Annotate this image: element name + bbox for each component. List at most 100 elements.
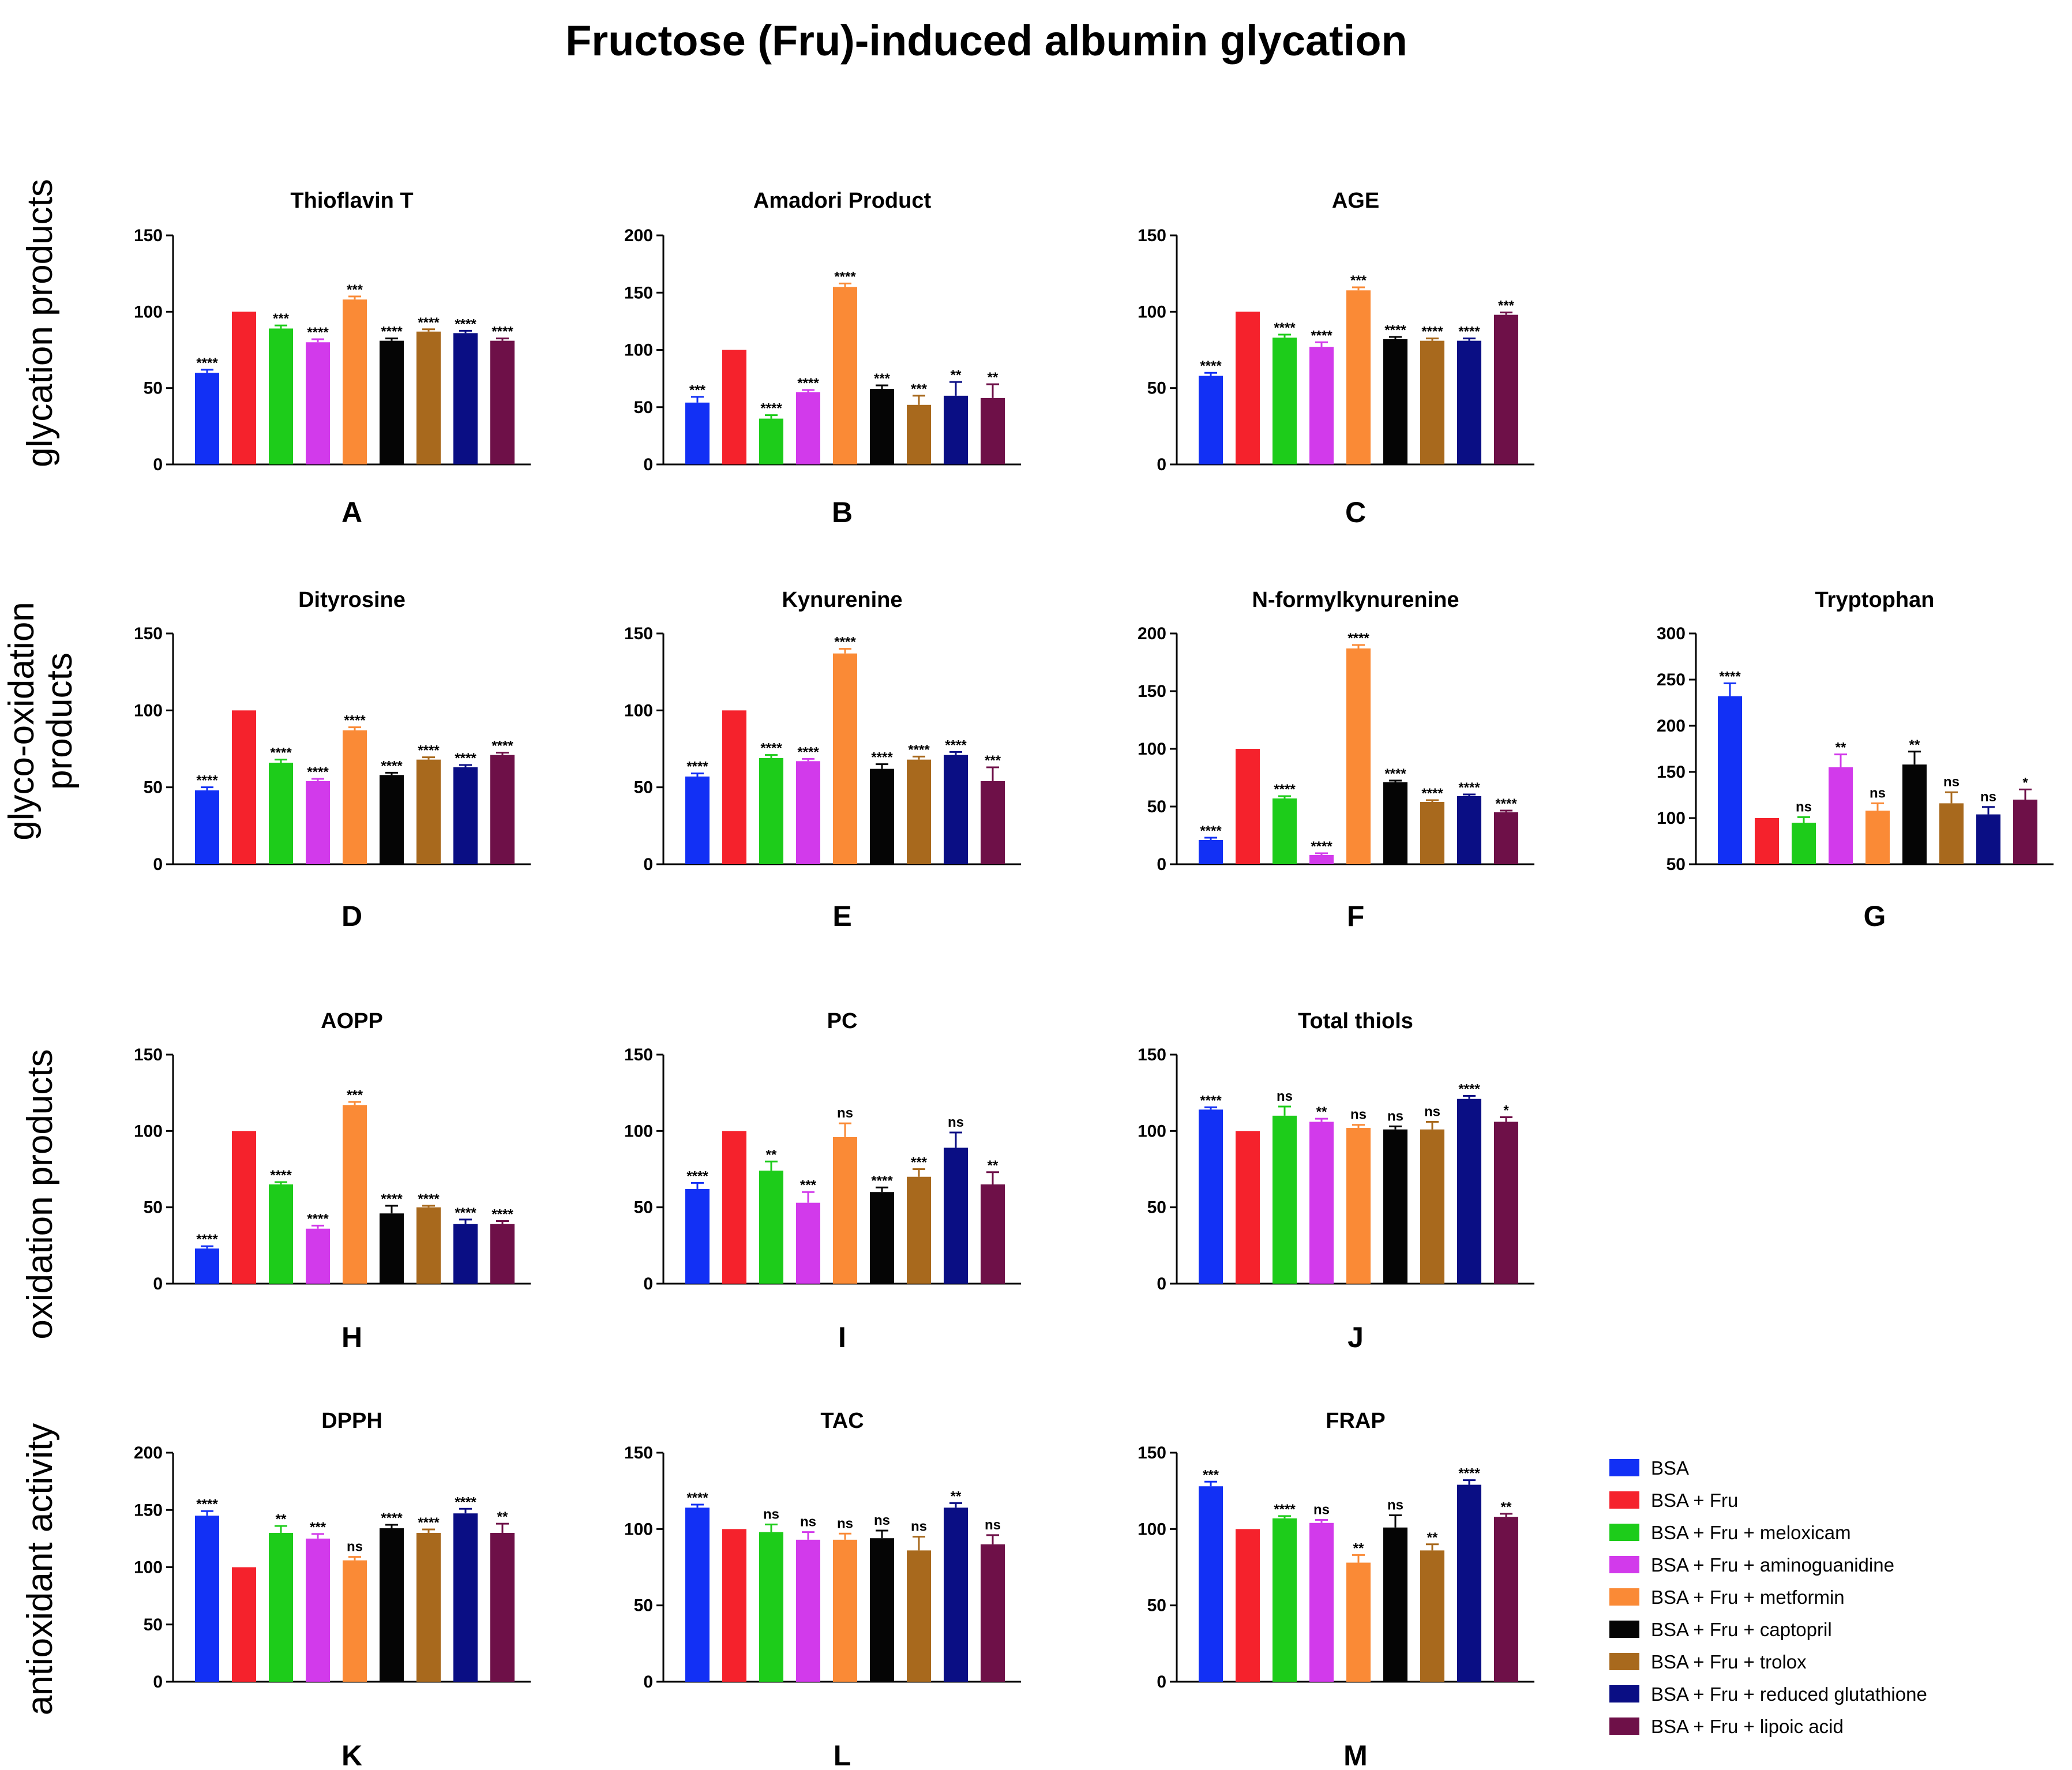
legend-swatch xyxy=(1609,1717,1639,1735)
significance-label: **** xyxy=(196,1497,218,1512)
y-tick-label: 0 xyxy=(1157,855,1166,874)
y-tick-label: 150 xyxy=(624,283,653,302)
bar xyxy=(944,1507,968,1682)
bar xyxy=(1902,764,1927,864)
significance-label: ns xyxy=(874,1513,890,1528)
bar xyxy=(796,392,820,464)
y-tick-label: 0 xyxy=(153,455,163,474)
y-tick-label: 50 xyxy=(1147,797,1166,816)
legend-item: BSA + Fru + captopril xyxy=(1609,1619,1832,1640)
bar xyxy=(1199,1109,1223,1284)
significance-label: ns xyxy=(985,1517,1001,1533)
bar xyxy=(870,1538,894,1682)
legend-swatch xyxy=(1609,1685,1639,1702)
y-tick-label: 150 xyxy=(1138,1443,1166,1462)
significance-label: *** xyxy=(1203,1467,1219,1483)
panel-letter: A xyxy=(341,496,362,528)
significance-label: **** xyxy=(196,773,218,789)
bar xyxy=(1346,1562,1371,1682)
bar xyxy=(1346,1128,1371,1284)
legend-swatch xyxy=(1609,1556,1639,1573)
significance-label: **** xyxy=(1384,766,1406,782)
y-tick-label: 150 xyxy=(624,624,653,643)
bar xyxy=(269,1532,293,1682)
significance-label: ** xyxy=(988,370,999,385)
bar xyxy=(343,1560,367,1682)
bar xyxy=(759,418,783,464)
bar xyxy=(306,1228,330,1284)
chart-F: N-formylkynurenine 0 50 100 150 200 **** **** **… xyxy=(1138,588,1534,932)
bar xyxy=(380,340,404,464)
y-tick-label: 200 xyxy=(1657,717,1686,736)
bar xyxy=(1236,312,1260,464)
panel-letter: M xyxy=(1343,1739,1368,1770)
bar xyxy=(1383,1129,1407,1284)
panel-letter: B xyxy=(832,496,853,528)
y-tick-label: 50 xyxy=(144,1198,163,1217)
significance-label: ns xyxy=(1387,1108,1403,1124)
bar xyxy=(944,395,968,464)
significance-label: *** xyxy=(273,311,290,327)
y-tick-label: 100 xyxy=(1138,302,1166,321)
bar xyxy=(685,777,710,864)
y-tick-label: 100 xyxy=(1657,809,1686,828)
significance-label: ** xyxy=(1501,1499,1512,1515)
legend-label: BSA + Fru + captopril xyxy=(1651,1619,1832,1640)
bar xyxy=(1199,840,1223,864)
bar xyxy=(232,1567,256,1682)
legend-item: BSA + Fru + lipoic acid xyxy=(1609,1716,1844,1737)
chart-title: Amadori Product xyxy=(753,189,932,213)
y-tick-label: 100 xyxy=(134,701,163,720)
significance-label: * xyxy=(2022,775,2028,790)
bar xyxy=(1457,340,1481,464)
bar xyxy=(1792,823,1816,864)
y-tick-label: 0 xyxy=(643,455,653,474)
significance-label: **** xyxy=(686,1168,708,1184)
bar xyxy=(1718,696,1742,864)
y-tick-label: 0 xyxy=(1157,1672,1166,1692)
y-tick-label: 200 xyxy=(134,1443,163,1462)
row-label-line: oxidation products xyxy=(20,1049,60,1339)
bar xyxy=(306,342,330,464)
y-tick-label: 0 xyxy=(643,855,653,874)
significance-label: ** xyxy=(766,1147,777,1162)
legend-label: BSA + Fru + reduced glutathione xyxy=(1651,1683,1927,1705)
chart-title: Total thiols xyxy=(1298,1009,1413,1033)
bar xyxy=(1457,796,1481,864)
bar xyxy=(380,1213,404,1284)
row-label: glycation products xyxy=(20,179,60,467)
legend-swatch xyxy=(1609,1653,1639,1670)
bar xyxy=(796,761,820,864)
significance-label: ** xyxy=(1909,737,1920,753)
bar xyxy=(232,1131,256,1284)
significance-label: *** xyxy=(1350,273,1367,288)
y-tick-label: 0 xyxy=(1157,455,1166,474)
significance-label: **** xyxy=(491,1206,513,1222)
y-tick-label: 150 xyxy=(1138,1045,1166,1064)
bar xyxy=(1199,376,1223,464)
bar xyxy=(907,1176,931,1284)
bar xyxy=(195,1516,219,1682)
significance-label: ns xyxy=(837,1516,853,1531)
bar xyxy=(833,1137,857,1284)
bar xyxy=(1420,1550,1444,1682)
chart-title: N-formylkynurenine xyxy=(1252,588,1459,612)
bar xyxy=(1383,782,1407,864)
y-tick-label: 150 xyxy=(1138,226,1166,245)
legend-item: BSA + Fru + meloxicam xyxy=(1609,1522,1851,1543)
y-tick-label: 100 xyxy=(134,302,163,321)
bar xyxy=(1420,802,1444,864)
significance-label: **** xyxy=(1458,324,1480,340)
bar xyxy=(1383,339,1407,464)
row-label-line: products xyxy=(40,652,80,790)
bar xyxy=(453,767,478,864)
significance-label: ns xyxy=(911,1519,927,1535)
significance-label: **** xyxy=(834,269,856,284)
significance-label: ns xyxy=(763,1506,779,1522)
bar xyxy=(1309,1522,1334,1682)
bar xyxy=(490,755,515,864)
bar xyxy=(1273,1518,1297,1682)
significance-label: ** xyxy=(1353,1540,1364,1556)
